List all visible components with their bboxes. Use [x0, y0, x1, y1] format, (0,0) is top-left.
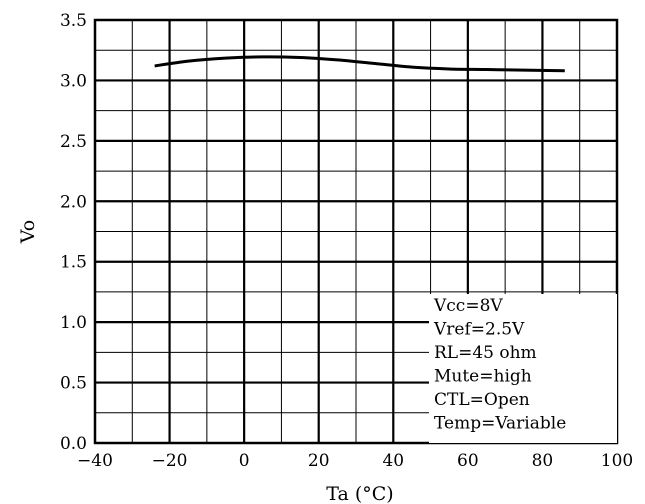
x-tick-label: 80 [532, 451, 554, 471]
x-tick-label: 60 [457, 451, 479, 471]
x-tick-label: 40 [382, 451, 404, 471]
x-tick-labels: −40 −20 0 20 40 60 80 100 [77, 451, 633, 471]
series-line [154, 55, 565, 73]
annotation-box-bg [429, 294, 617, 443]
y-axis-label: Vo [17, 220, 39, 244]
y-tick-label: 0.5 [60, 374, 87, 394]
annotation-rl: RL=45 ohm [434, 343, 537, 363]
y-tick-label: 2.5 [60, 132, 87, 152]
y-tick-label: 2.0 [60, 192, 87, 212]
plot-frame [93, 18, 619, 445]
x-tick-label: −20 [152, 451, 188, 471]
annotation-vref: Vref=2.5V [433, 320, 525, 340]
y-tick-label: 0.0 [60, 434, 87, 454]
x-tick-label: −40 [77, 451, 113, 471]
y-tick-label: 3.0 [60, 71, 87, 91]
y-tick-label: 3.5 [60, 11, 87, 31]
x-tick-label: 100 [601, 451, 633, 471]
annotation-vcc: Vcc=8V [433, 296, 503, 316]
annotation-box: Vcc=8V Vref=2.5V RL=45 ohm Mute=high CTL… [429, 294, 617, 443]
annotation-mute: Mute=high [434, 367, 532, 387]
x-tick-label: 20 [308, 451, 330, 471]
y-tick-labels: 0.0 0.5 1.0 1.5 2.0 2.5 3.0 3.5 [60, 11, 87, 454]
y-tick-label: 1.5 [60, 253, 87, 273]
minor-grid [95, 20, 617, 443]
y-tick-label: 1.0 [60, 313, 87, 333]
annotation-temp: Temp=Variable [434, 414, 566, 434]
x-tick-label: 0 [239, 451, 250, 471]
x-axis-label: Ta (°C) [326, 483, 393, 504]
annotation-ctl: CTL=Open [434, 390, 530, 410]
